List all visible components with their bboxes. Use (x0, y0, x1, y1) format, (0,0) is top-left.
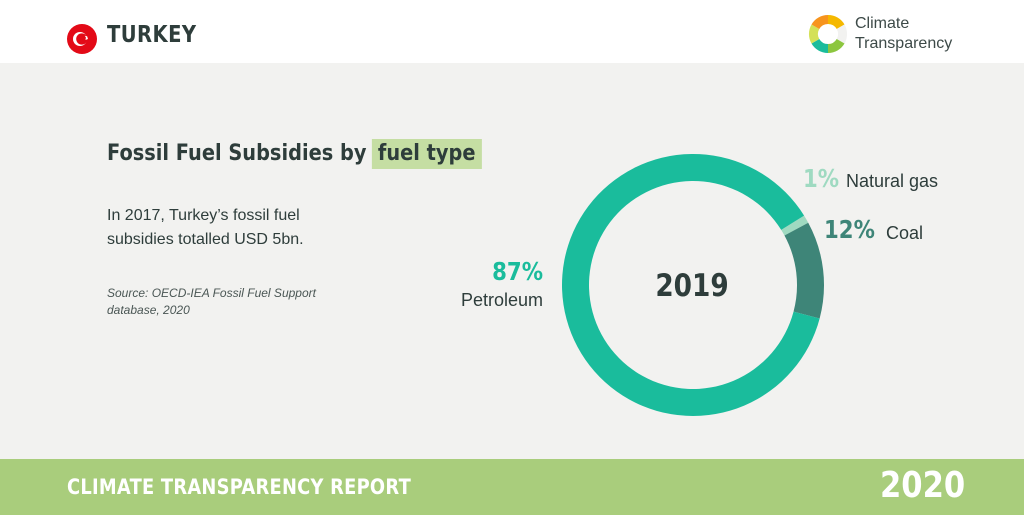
country-name: TURKEY (107, 22, 197, 48)
title-prefix: Fossil Fuel Subsidies by (107, 141, 367, 166)
natural-gas-label: Natural gas (846, 171, 939, 191)
logo-wordmark: Climate Transparency (855, 14, 952, 54)
coal-label: Coal (886, 223, 924, 243)
chart-title: Fossil Fuel Subsidies by fuel type (107, 139, 482, 169)
donut-slice-natural-gas (781, 215, 809, 236)
coal-percent: 12% (824, 215, 875, 244)
logo-line-1: Climate (855, 15, 910, 32)
chart-source: Source: OECD-IEA Fossil Fuel Support dat… (107, 286, 316, 317)
footer-bar: CLIMATE TRANSPARENCY REPORT 2020 (0, 459, 1024, 515)
petroleum-percent: 87% (492, 257, 543, 286)
climate-transparency-logo-icon (808, 14, 848, 54)
title-highlight: fuel type (371, 139, 482, 169)
logo-line-2: Transparency (855, 35, 953, 52)
footer-report-title: CLIMATE TRANSPARENCY REPORT (67, 475, 411, 499)
natural-gas-percent: 1% (803, 164, 840, 193)
chart-description: In 2017, Turkey’s fossil fuel subsidies … (107, 207, 304, 248)
petroleum-label: Petroleum (460, 290, 543, 310)
header-bar: TURKEY Climate Transparency (0, 0, 1024, 63)
donut-center-year: 2019 (655, 268, 729, 304)
donut-slice-coal (784, 222, 825, 319)
turkey-flag-icon (67, 24, 97, 54)
footer-year: 2020 (880, 465, 966, 506)
